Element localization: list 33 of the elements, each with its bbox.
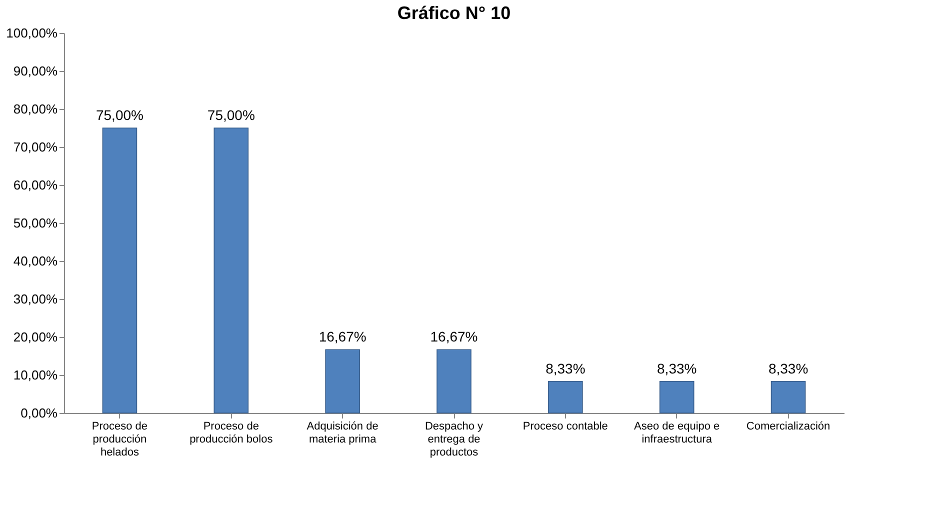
data-label: 8,33%	[546, 360, 586, 376]
data-label: 16,67%	[318, 328, 366, 345]
x-tick-label: Proceso de producción bolos	[190, 420, 274, 446]
x-tick-label: Aseo de equipo e infraestructura	[634, 420, 720, 446]
y-tick-label: 40,00%	[13, 254, 58, 268]
data-label: 16,67%	[430, 328, 478, 345]
bar	[436, 349, 472, 414]
y-tick-label: 20,00%	[13, 330, 58, 344]
data-label: 8,33%	[768, 360, 808, 376]
bar	[659, 380, 694, 414]
data-label: 75,00%	[207, 107, 255, 123]
x-tick-label: Adquisición de materia prima	[306, 420, 378, 446]
bar	[770, 380, 806, 414]
y-tick-label: 50,00%	[13, 216, 58, 230]
x-tick-label: Despacho y entrega de productos	[424, 420, 484, 458]
bar	[102, 128, 138, 414]
bar	[325, 349, 360, 414]
y-tick-label: 90,00%	[13, 64, 58, 78]
y-tick-label: 30,00%	[13, 292, 58, 306]
bar	[548, 380, 583, 414]
y-tick-label: 100,00%	[6, 26, 58, 40]
x-tick-label: Proceso contable	[522, 420, 608, 432]
chart-title: Gráfico N° 10	[397, 3, 511, 23]
y-tick-label: 10,00%	[13, 368, 58, 382]
y-tick-label: 70,00%	[13, 140, 58, 154]
y-tick-label: 0,00%	[20, 406, 58, 420]
y-tick-label: 60,00%	[13, 178, 58, 192]
data-label: 8,33%	[657, 360, 697, 376]
y-tick-label: 80,00%	[13, 102, 58, 116]
x-tick-label: Comercialización	[746, 420, 830, 432]
bar	[214, 128, 249, 414]
x-tick-label: Proceso de producción helados	[92, 420, 148, 458]
data-label: 75,00%	[96, 107, 144, 123]
